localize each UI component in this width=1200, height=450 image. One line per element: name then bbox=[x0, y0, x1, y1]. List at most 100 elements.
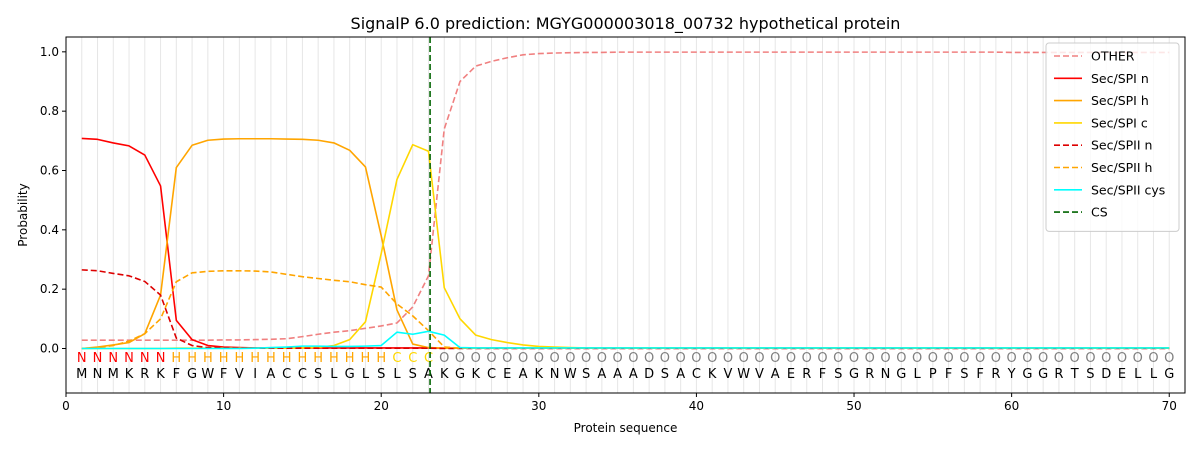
residue-label: I bbox=[253, 367, 257, 382]
region-label: H bbox=[282, 351, 292, 366]
region-label: N bbox=[77, 351, 87, 366]
residue-label: A bbox=[771, 367, 780, 382]
residue-label: S bbox=[314, 367, 322, 382]
residue-label: R bbox=[802, 367, 811, 382]
x-tick-label: 50 bbox=[846, 399, 861, 413]
y-axis-ticks: 0.0 0.2 0.4 0.6 0.8 1.0 bbox=[40, 45, 66, 356]
region-label: N bbox=[156, 351, 166, 366]
legend-label: Sec/SPI h bbox=[1091, 93, 1149, 108]
region-label: O bbox=[959, 351, 969, 366]
region-label: O bbox=[613, 351, 623, 366]
region-label: O bbox=[1038, 351, 1048, 366]
region-label: O bbox=[770, 351, 780, 366]
x-tick-label: 70 bbox=[1162, 399, 1177, 413]
region-label: O bbox=[1070, 351, 1080, 366]
region-label: H bbox=[298, 351, 308, 366]
region-label: O bbox=[1117, 351, 1127, 366]
region-label: O bbox=[691, 351, 701, 366]
region-label: O bbox=[1007, 351, 1017, 366]
region-label: O bbox=[534, 351, 544, 366]
residue-label: L bbox=[330, 367, 338, 382]
series-line-sec-spii-cys bbox=[81, 330, 1170, 350]
series-line-sec-spi-c bbox=[81, 143, 1170, 350]
residue-label: F bbox=[976, 367, 983, 382]
region-label: O bbox=[880, 351, 890, 366]
x-tick-label: 30 bbox=[531, 399, 546, 413]
region-label: O bbox=[849, 351, 859, 366]
chart-title: SignalP 6.0 prediction: MGYG000003018_00… bbox=[351, 14, 901, 34]
residue-label: E bbox=[503, 367, 511, 382]
residue-label: L bbox=[1150, 367, 1158, 382]
region-label: O bbox=[943, 351, 953, 366]
residue-label: F bbox=[819, 367, 826, 382]
series-line-sec-spii-h bbox=[81, 269, 1170, 350]
residue-label: K bbox=[440, 367, 449, 382]
region-label: O bbox=[1101, 351, 1111, 366]
region-label: O bbox=[975, 351, 985, 366]
residue-label: S bbox=[582, 367, 590, 382]
residue-label: A bbox=[629, 367, 638, 382]
region-label: O bbox=[549, 351, 559, 366]
residue-label: A bbox=[519, 367, 528, 382]
residue-label: L bbox=[393, 367, 401, 382]
region-label: H bbox=[187, 351, 197, 366]
residue-label: G bbox=[1022, 367, 1032, 382]
region-label: H bbox=[266, 351, 276, 366]
region-label: H bbox=[234, 351, 244, 366]
residue-label: V bbox=[755, 367, 764, 382]
residue-label: R bbox=[865, 367, 874, 382]
region-label: N bbox=[93, 351, 103, 366]
residue-label: G bbox=[849, 367, 859, 382]
series-line-other bbox=[81, 51, 1170, 341]
region-label: O bbox=[754, 351, 764, 366]
residue-label: W bbox=[564, 367, 577, 382]
residue-label: A bbox=[266, 367, 275, 382]
region-label: C bbox=[408, 351, 417, 366]
residue-label: V bbox=[235, 367, 244, 382]
residue-label: G bbox=[1164, 367, 1174, 382]
legend-label: OTHER bbox=[1091, 49, 1135, 64]
region-label: H bbox=[345, 351, 355, 366]
region-label: O bbox=[1164, 351, 1174, 366]
x-tick-label: 10 bbox=[216, 399, 231, 413]
residue-label: P bbox=[929, 367, 937, 382]
region-label: H bbox=[203, 351, 213, 366]
x-tick-label: 40 bbox=[689, 399, 704, 413]
residue-label: V bbox=[723, 367, 732, 382]
y-tick-label: 1.0 bbox=[40, 45, 59, 59]
residue-label: C bbox=[692, 367, 701, 382]
x-tick-label: 0 bbox=[62, 399, 70, 413]
series-line-sec-spi-h bbox=[81, 137, 1170, 350]
residue-label: M bbox=[76, 367, 87, 382]
region-label: O bbox=[597, 351, 607, 366]
x-tick-label: 20 bbox=[374, 399, 389, 413]
legend-label: Sec/SPII n bbox=[1091, 138, 1152, 153]
legend: OTHER Sec/SPI n Sec/SPI h Sec/SPI c Sec/SPII… bbox=[1045, 42, 1180, 232]
region-label: O bbox=[518, 351, 528, 366]
region-label: H bbox=[313, 351, 323, 366]
residue-label: F bbox=[945, 367, 952, 382]
x-axis-ticks: 0 10 20 30 40 50 60 70 bbox=[62, 393, 1177, 413]
region-label: H bbox=[361, 351, 371, 366]
region-label: C bbox=[392, 351, 401, 366]
region-label: O bbox=[1148, 351, 1158, 366]
x-axis-label: Protein sequence bbox=[574, 421, 678, 435]
region-label: H bbox=[250, 351, 260, 366]
residue-label: C bbox=[487, 367, 496, 382]
residue-label: K bbox=[156, 367, 165, 382]
region-label: O bbox=[896, 351, 906, 366]
y-tick-label: 0.0 bbox=[40, 342, 59, 356]
residue-label: T bbox=[1070, 367, 1079, 382]
residue-label: W bbox=[201, 367, 214, 382]
residue-label: A bbox=[424, 367, 433, 382]
residue-label: N bbox=[881, 367, 891, 382]
series-line-sec-spi-n bbox=[81, 137, 1170, 349]
region-label: O bbox=[502, 351, 512, 366]
legend-label: Sec/SPI n bbox=[1091, 71, 1149, 86]
residue-label: N bbox=[550, 367, 560, 382]
y-tick-label: 0.4 bbox=[40, 223, 59, 237]
region-label: O bbox=[1022, 351, 1032, 366]
region-label: C bbox=[424, 351, 433, 366]
region-label: O bbox=[802, 351, 812, 366]
